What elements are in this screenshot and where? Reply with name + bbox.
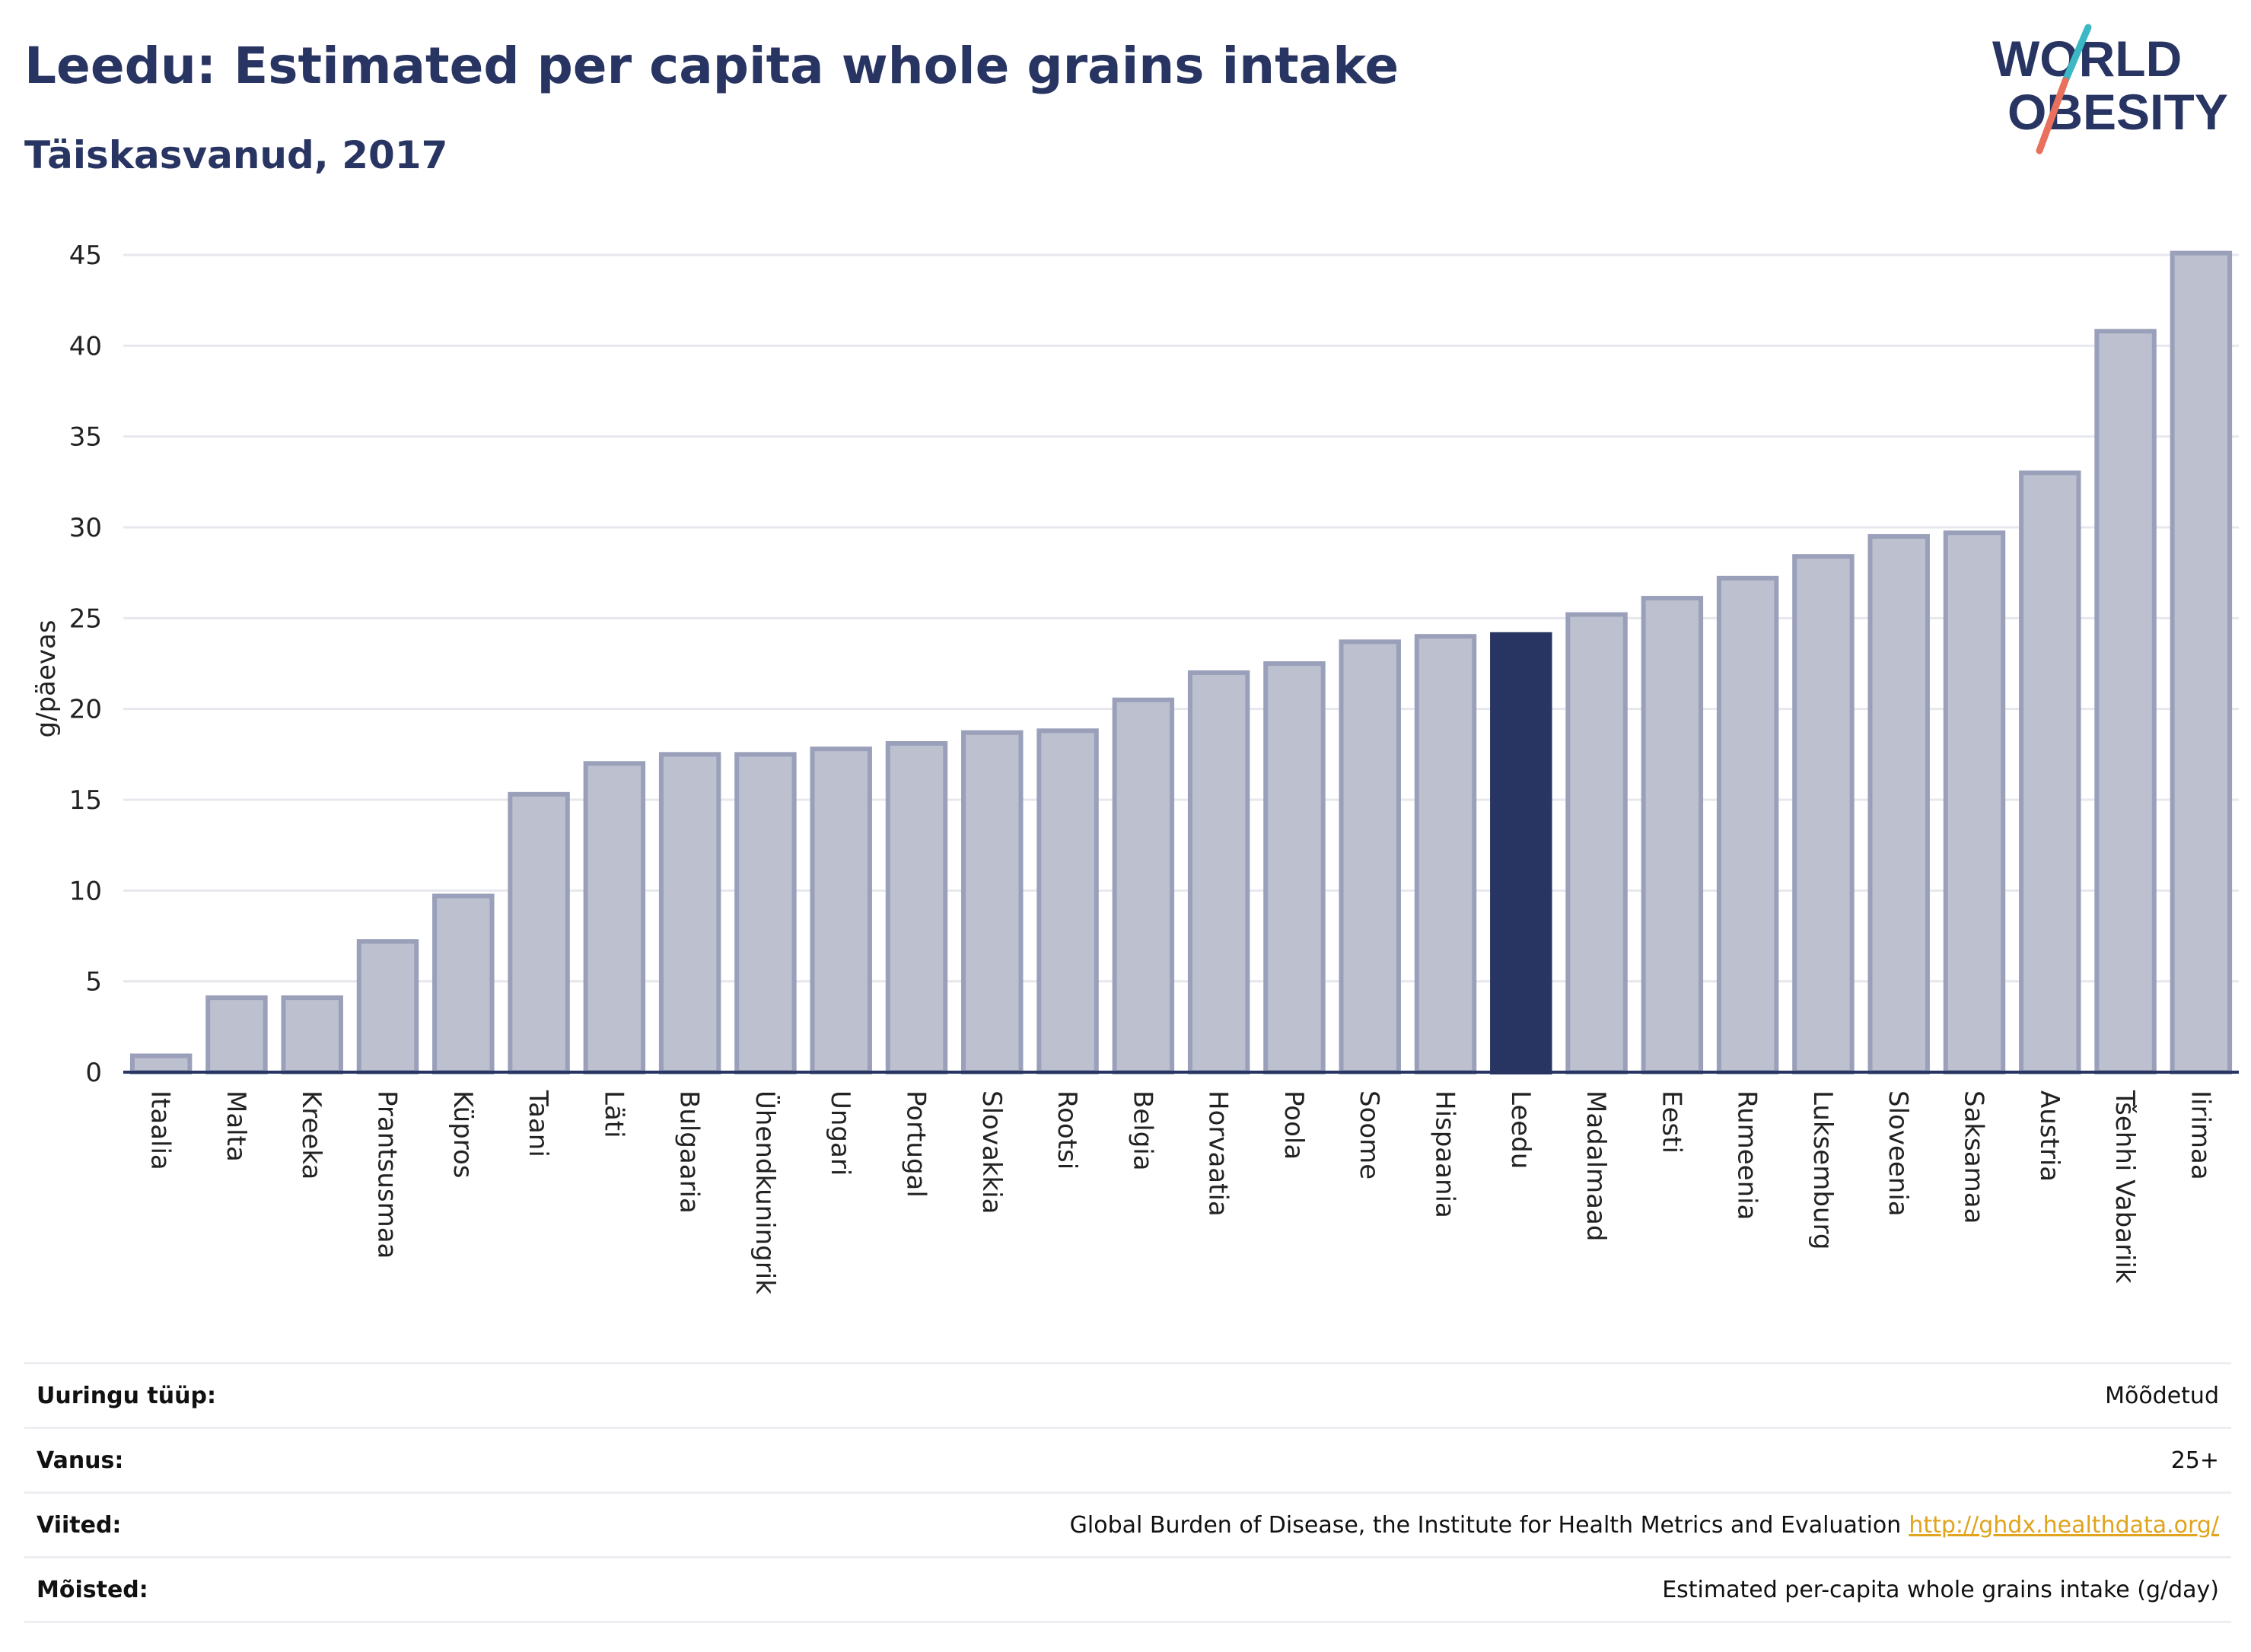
bar[interactable] xyxy=(583,761,646,1074)
x-tick-label: Ungari xyxy=(825,1090,855,1176)
info-label: Mõisted: xyxy=(37,1576,148,1603)
x-tick-label: Austria xyxy=(2034,1090,2065,1182)
source-link[interactable]: http://ghdx.healthdata.org/ xyxy=(1909,1511,2219,1539)
y-tick-label: 25 xyxy=(69,603,102,634)
x-tick-label: Rumeenia xyxy=(1732,1090,1762,1220)
bar-chart: 0 5 10 15 20 25 30 35 40 45 Itaalia Malta Kreeka Pra… xyxy=(31,240,2239,1294)
bar[interactable] xyxy=(1565,612,1628,1074)
x-tick-label: Läti xyxy=(598,1090,629,1138)
bar[interactable] xyxy=(2170,250,2233,1075)
x-tick-label: Horvaatia xyxy=(1203,1090,1234,1217)
x-tick-label: Bulgaaria xyxy=(674,1090,705,1214)
info-label: Viited: xyxy=(37,1511,122,1539)
bar[interactable] xyxy=(810,746,872,1074)
bar[interactable] xyxy=(885,741,948,1074)
bar-highlight[interactable] xyxy=(1490,632,1552,1074)
page-subtitle: Täiskasvanud, 2017 xyxy=(24,133,448,177)
info-label: Uuringu tüüp: xyxy=(37,1382,216,1409)
info-row: Vanus: 25+ xyxy=(24,1427,2231,1491)
x-tick-label: Prantsusmaa xyxy=(372,1090,403,1259)
y-tick-label: 45 xyxy=(69,240,102,271)
page-title: Leedu: Estimated per capita whole grains… xyxy=(24,37,1399,95)
bar[interactable] xyxy=(1187,670,1250,1074)
x-tick-label: Madalmaad xyxy=(1581,1090,1611,1241)
info-table: Uuringu tüüp: Mõõdetud Vanus: 25+ Viited: Glo… xyxy=(24,1362,2231,1623)
x-tick-label: Malta xyxy=(221,1090,251,1162)
x-tick-label: Poola xyxy=(1278,1090,1309,1160)
logo-line1: WORLD xyxy=(1992,30,2182,87)
info-value: 25+ xyxy=(2171,1447,2219,1474)
info-value: Estimated per-capita whole grains intake… xyxy=(1662,1577,2219,1603)
y-tick-label: 15 xyxy=(69,785,102,816)
bar[interactable] xyxy=(734,752,797,1074)
bar[interactable] xyxy=(1339,639,1401,1074)
x-tick-label: Saksamaa xyxy=(1959,1090,1989,1224)
x-tick-label: Taani xyxy=(523,1090,553,1157)
x-tick-label: Küpros xyxy=(447,1090,478,1178)
x-tick-label: Belgia xyxy=(1127,1090,1157,1171)
bar[interactable] xyxy=(1867,533,1930,1074)
world-obesity-logo: WORLD OBESITY xyxy=(1992,24,2228,154)
x-tick-label: Itaalia xyxy=(145,1090,176,1170)
x-tick-label: Ühendkuningrik xyxy=(750,1090,781,1294)
bar[interactable] xyxy=(1414,634,1477,1074)
bar[interactable] xyxy=(1641,596,1704,1074)
x-tick-label: Rootsi xyxy=(1052,1090,1082,1170)
bar[interactable] xyxy=(281,995,343,1074)
info-label: Vanus: xyxy=(37,1447,124,1474)
x-tick-label: Sloveenia xyxy=(1883,1090,1913,1217)
y-tick-label: 0 xyxy=(85,1058,102,1088)
info-value-text: Estimated per-capita whole grains intake… xyxy=(1662,1576,2219,1603)
x-tick-label: Luksemburg xyxy=(1807,1090,1838,1249)
y-tick-label: 10 xyxy=(69,876,102,906)
bar[interactable] xyxy=(1263,661,1326,1074)
y-tick-label: 5 xyxy=(85,967,102,998)
bar[interactable] xyxy=(1036,728,1099,1074)
bar[interactable] xyxy=(2094,329,2157,1075)
x-tick-label: Iirimaa xyxy=(2185,1090,2215,1180)
bar[interactable] xyxy=(1716,575,1779,1074)
info-row: Mõisted: Estimated per-capita whole grain… xyxy=(24,1556,2231,1623)
bar[interactable] xyxy=(1112,697,1175,1074)
x-tick-label: Tšehhi Vabariik xyxy=(2109,1090,2140,1284)
bar[interactable] xyxy=(356,939,419,1074)
logo-line2: OBESITY xyxy=(2007,84,2228,140)
x-tick-label: Kreeka xyxy=(296,1090,326,1179)
x-tick-label: Soome xyxy=(1354,1090,1384,1179)
y-tick-label: 30 xyxy=(69,513,102,543)
y-tick-label: 40 xyxy=(69,331,102,361)
bar[interactable] xyxy=(658,752,721,1074)
bar[interactable] xyxy=(1943,530,2006,1075)
bar[interactable] xyxy=(1792,554,1855,1075)
bar[interactable] xyxy=(508,791,570,1075)
bar[interactable] xyxy=(432,893,495,1075)
bar[interactable] xyxy=(2019,470,2081,1074)
info-value-text: Global Burden of Disease, the Institute … xyxy=(1069,1511,1902,1539)
y-axis-label: g/päevas xyxy=(31,619,62,737)
x-tick-label: Eesti xyxy=(1656,1090,1686,1154)
bar[interactable] xyxy=(129,1053,193,1075)
info-value-text: 25+ xyxy=(2170,1447,2219,1474)
info-row: Uuringu tüüp: Mõõdetud xyxy=(24,1362,2231,1427)
x-tick-label: Portugal xyxy=(901,1090,931,1198)
info-value-text: Mõõdetud xyxy=(2105,1382,2219,1409)
y-tick-label: 20 xyxy=(69,695,102,725)
bar[interactable] xyxy=(961,730,1024,1075)
x-tick-label: Leedu xyxy=(1505,1090,1536,1169)
bar[interactable] xyxy=(205,995,268,1074)
info-value: Mõõdetud xyxy=(2105,1383,2219,1409)
x-tick-label: Slovakkia xyxy=(976,1090,1007,1214)
x-tick-label: Hispaania xyxy=(1430,1090,1460,1218)
y-tick-label: 35 xyxy=(69,422,102,453)
info-row: Viited: Global Burden of Disease, the Ins… xyxy=(24,1491,2231,1556)
info-value: Global Burden of Disease, the Institute … xyxy=(1070,1512,2219,1539)
